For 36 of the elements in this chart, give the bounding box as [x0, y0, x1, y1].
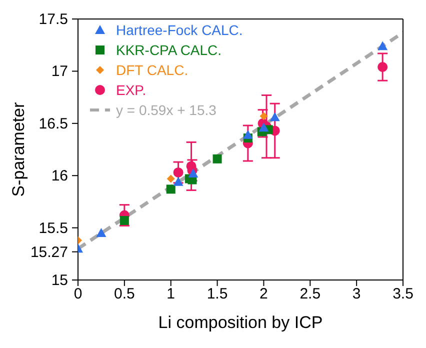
x-tick-label: 1.5	[206, 286, 228, 303]
x-tick-label: 2.5	[300, 286, 321, 303]
x-tick-label: 2	[260, 286, 268, 303]
x-tick-label: 3	[352, 286, 361, 303]
legend-label: Hartree-Fock CALC.	[116, 21, 243, 40]
legend-label: KKR-CPA CALC.	[116, 41, 222, 60]
legend-label: DFT CALC.	[116, 61, 188, 80]
point	[188, 168, 198, 178]
y-tick-label: 15.5	[38, 220, 68, 237]
y-tick-label: 16	[51, 168, 68, 185]
legend-label: y = 0.59x + 15.3	[116, 101, 216, 120]
y-tick-label: 17	[51, 63, 68, 80]
point	[212, 154, 222, 164]
point	[270, 112, 280, 122]
point	[378, 62, 388, 72]
point	[378, 41, 388, 50]
x-tick-label: 0	[74, 286, 82, 303]
x-tick-label: 3.5	[392, 286, 414, 303]
y-axis-title: S-parameter	[9, 102, 28, 197]
y-tick-label: 15	[51, 272, 68, 289]
point	[260, 112, 268, 120]
x-tick-label: 0.5	[114, 286, 135, 303]
y-tick-label: 16.5	[38, 115, 68, 132]
x-axis-title: Li composition by ICP	[158, 313, 323, 332]
point	[173, 167, 184, 178]
legend-label: EXP.	[116, 81, 146, 100]
x-tick-label: 1	[166, 286, 176, 303]
point	[258, 122, 269, 132]
point	[96, 228, 106, 238]
y-tick-label: 17.5	[38, 11, 68, 28]
point	[120, 216, 129, 225]
point	[166, 184, 176, 194]
point	[173, 176, 184, 186]
y-tick-label: 15.27	[30, 244, 68, 261]
point	[166, 174, 175, 183]
point	[242, 130, 253, 139]
